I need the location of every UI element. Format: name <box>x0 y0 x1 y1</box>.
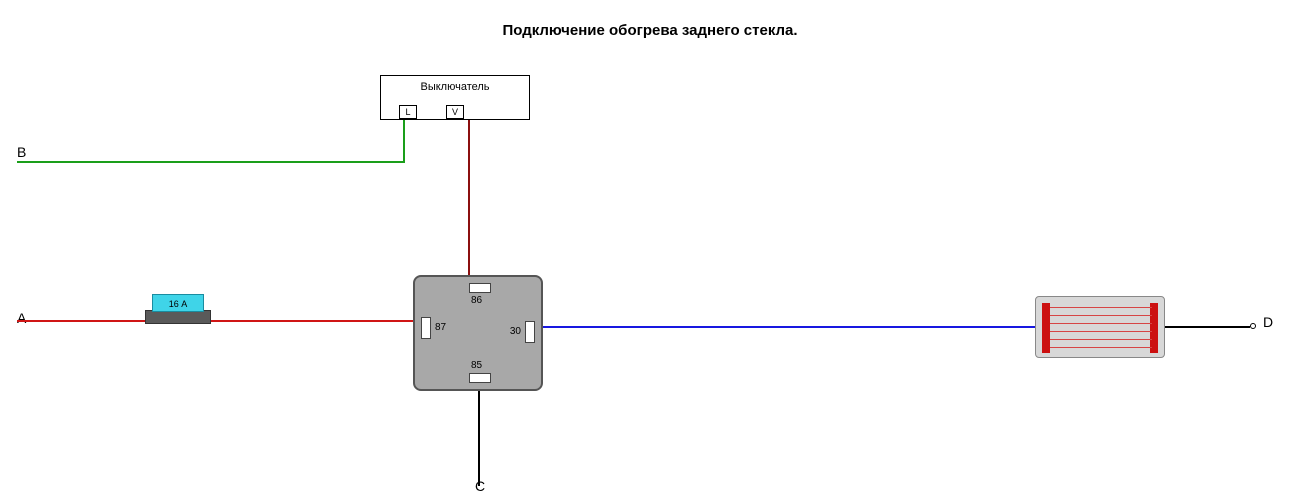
label-d: D <box>1263 314 1273 330</box>
wire-a-to-fuse <box>17 320 145 322</box>
switch-terminal-l: L <box>399 105 417 119</box>
heater-line <box>1050 347 1152 348</box>
wire-switch-relay <box>468 120 470 277</box>
diagram-title: Подключение обогрева заднего стекла. <box>502 22 797 39</box>
relay-pin-85 <box>469 373 491 383</box>
relay-pin-86 <box>469 283 491 293</box>
label-b: B <box>17 144 26 160</box>
label-c: C <box>475 478 485 494</box>
fuse-rating: 16 А <box>152 294 204 312</box>
terminal-d-dot <box>1250 323 1256 329</box>
heater-bar-left <box>1042 303 1050 353</box>
wire-b-green-up <box>403 120 405 163</box>
relay-pin-87 <box>421 317 431 339</box>
heater-line <box>1050 339 1152 340</box>
heater-element <box>1035 296 1165 358</box>
wire-heater-to-d <box>1165 326 1250 328</box>
relay-pin-85-label: 85 <box>471 360 482 371</box>
label-a: A <box>17 310 26 326</box>
relay-pin-30-label: 30 <box>510 326 521 337</box>
wire-b-green <box>17 161 405 163</box>
heater-line <box>1050 307 1152 308</box>
relay-component: 86 87 30 85 <box>413 275 543 391</box>
relay-pin-30 <box>525 321 535 343</box>
heater-line <box>1050 323 1152 324</box>
wire-relay-to-c <box>478 391 480 486</box>
wire-fuse-to-relay <box>211 320 415 322</box>
relay-pin-87-label: 87 <box>435 322 446 333</box>
wire-relay-to-heater <box>543 326 1037 328</box>
heater-line <box>1050 315 1152 316</box>
switch-component: Выключатель L V <box>380 75 530 120</box>
heater-bar-right <box>1150 303 1158 353</box>
switch-label: Выключатель <box>381 76 529 93</box>
switch-terminal-v: V <box>446 105 464 119</box>
relay-pin-86-label: 86 <box>471 295 482 306</box>
heater-line <box>1050 331 1152 332</box>
